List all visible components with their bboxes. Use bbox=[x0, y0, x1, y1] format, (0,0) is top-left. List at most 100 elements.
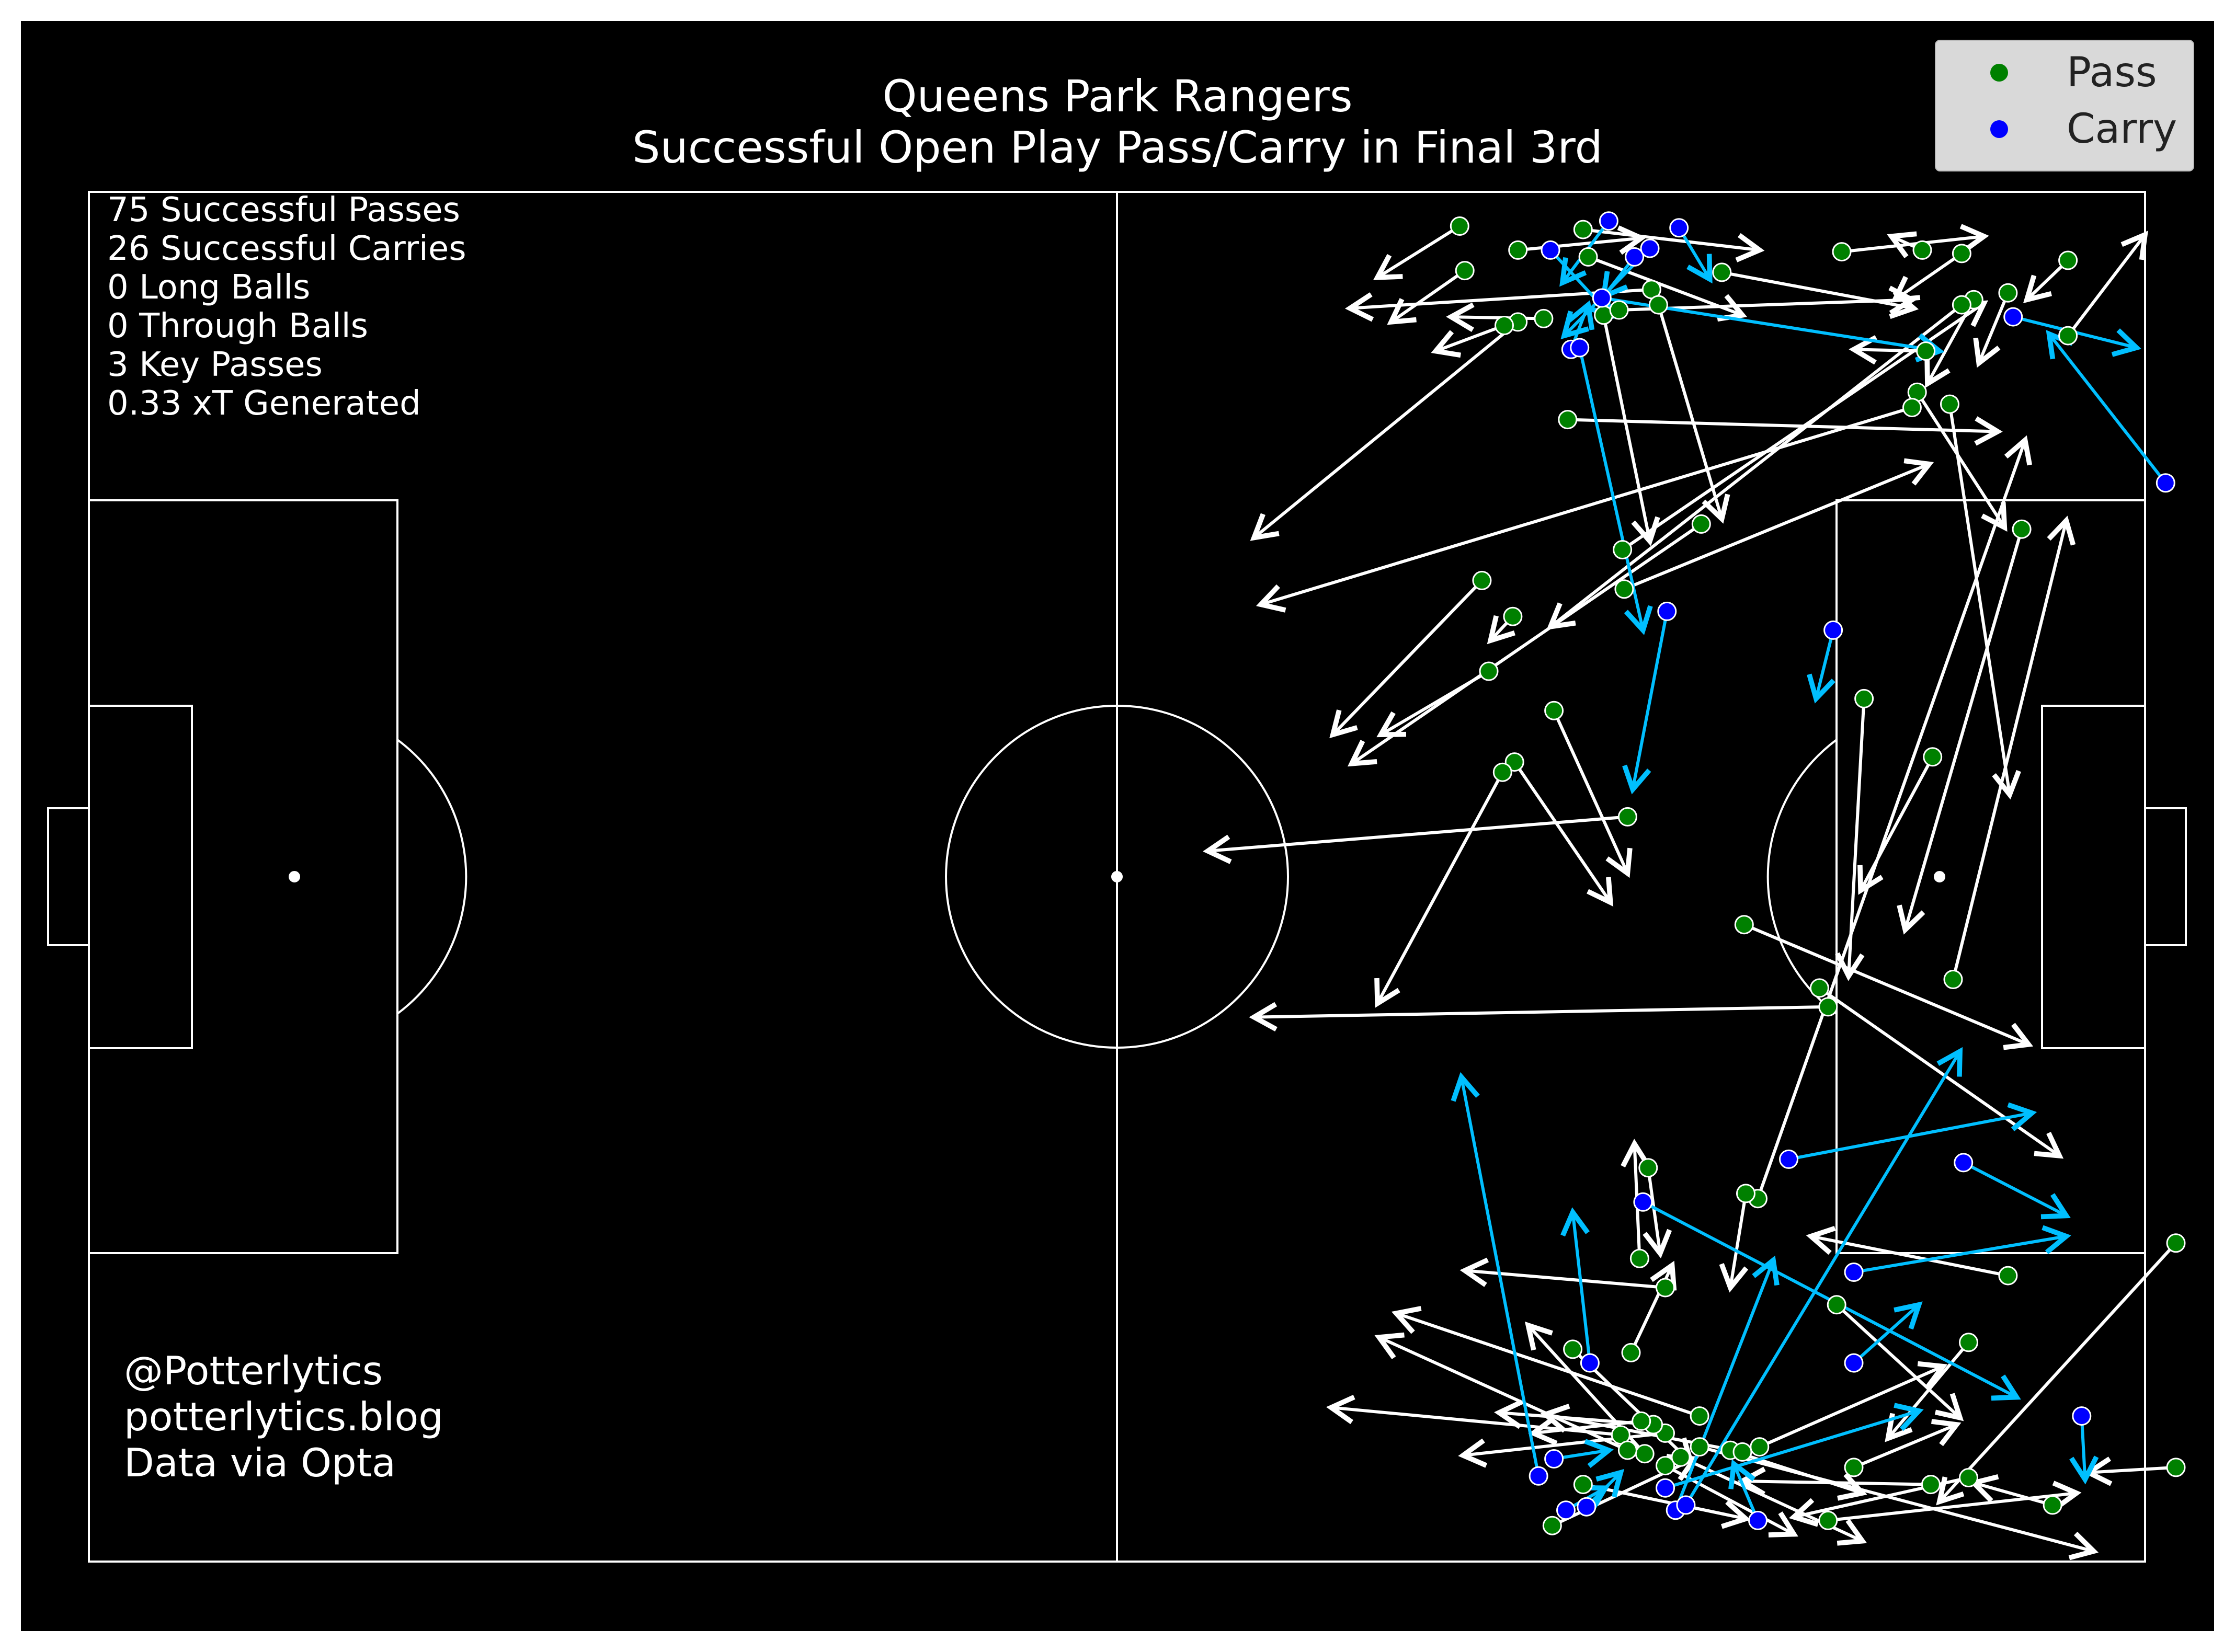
carry-point-5 bbox=[1592, 288, 1612, 308]
pass-point-25 bbox=[1691, 514, 1711, 534]
pass-point-37 bbox=[1492, 762, 1512, 782]
pass-arrow-44 bbox=[1936, 1242, 2177, 1506]
pass-point-50 bbox=[1621, 1343, 1641, 1362]
pass-point-52 bbox=[1959, 1333, 1978, 1352]
pass-point-7 bbox=[2058, 326, 2078, 346]
carry-point-8 bbox=[2003, 307, 2023, 327]
carry-point-18 bbox=[1529, 1466, 1548, 1486]
pass-point-35 bbox=[1617, 807, 1637, 827]
pass-arrow-70 bbox=[1968, 1474, 2053, 1507]
pass-arrow-39 bbox=[1329, 579, 1484, 739]
carry-arrow-11 bbox=[1807, 629, 1835, 704]
pass-arrow-72 bbox=[1828, 1481, 2082, 1522]
pass-point-16 bbox=[1952, 295, 1971, 315]
carry-point-7 bbox=[1570, 338, 1590, 358]
carry-point-20 bbox=[1556, 1500, 1576, 1520]
carry-arrow-16 bbox=[1853, 1301, 1923, 1364]
credit-handle: @Potterlytics bbox=[124, 1348, 383, 1394]
pass-point-10 bbox=[1832, 242, 1852, 262]
pass-point-30 bbox=[1923, 747, 1943, 767]
pass-arrow-14 bbox=[1915, 391, 2008, 532]
pass-point-71 bbox=[2166, 1458, 2186, 1477]
chart-title: Queens Park Rangers bbox=[882, 71, 1353, 122]
pass-arrow-29 bbox=[1952, 515, 2076, 980]
carry-point-26 bbox=[1656, 1478, 1675, 1498]
pass-arrow-16 bbox=[1546, 303, 1963, 630]
dot-layer bbox=[1450, 211, 2186, 1535]
carry-arrow-15 bbox=[1853, 1225, 2071, 1274]
pass-arrow-18 bbox=[1431, 324, 1505, 358]
pass-arrow-34 bbox=[1376, 670, 1490, 738]
pass-point-59 bbox=[1617, 1440, 1637, 1460]
pass-point-32 bbox=[1854, 689, 1874, 708]
pass-point-5 bbox=[1952, 244, 1971, 263]
pass-arrow-46 bbox=[1835, 1303, 1964, 1421]
pass-arrow-68 bbox=[1737, 1466, 1931, 1496]
pass-arrow-7 bbox=[2067, 231, 2148, 337]
pass-point-45 bbox=[1998, 1266, 2018, 1286]
carry-arrow-7 bbox=[1578, 347, 1653, 635]
pass-point-60 bbox=[1563, 1339, 1583, 1359]
pass-point-38 bbox=[1544, 701, 1564, 720]
stat-through-balls: 0 Through Balls bbox=[107, 307, 368, 346]
pass-arrow-1 bbox=[1518, 225, 1647, 255]
legend-label-pass: Pass bbox=[2067, 49, 2157, 96]
chart-subtitle: Successful Open Play Pass/Carry in Final… bbox=[632, 122, 1603, 173]
pass-arrow-65 bbox=[1540, 1404, 1743, 1454]
pass-arrow-52 bbox=[1885, 1341, 1970, 1442]
carry-point-10 bbox=[1657, 601, 1677, 621]
pass-arrow-63 bbox=[1699, 1445, 2099, 1561]
carry-point-19 bbox=[1544, 1449, 1564, 1469]
carry-arrow-18 bbox=[1451, 1072, 1541, 1476]
pass-arrow-28 bbox=[1897, 529, 2023, 935]
pass-arrow-11 bbox=[1973, 292, 2010, 368]
pass-arrow-66 bbox=[1759, 1361, 1948, 1449]
stat-long-balls: 0 Long Balls bbox=[107, 268, 311, 307]
pass-point-28 bbox=[2012, 519, 2032, 539]
carry-point-1 bbox=[1599, 211, 1618, 231]
pass-point-11 bbox=[1998, 283, 2018, 303]
left-penalty-arc bbox=[396, 739, 467, 1015]
pass-point-72 bbox=[1818, 1510, 1838, 1530]
pass-arrow-36 bbox=[1513, 761, 1614, 907]
pass-arrow-49 bbox=[1643, 1167, 1672, 1259]
left-goal bbox=[47, 807, 90, 946]
legend-marker-carry bbox=[1990, 120, 2008, 138]
pass-arrow-57 bbox=[1326, 1394, 1621, 1437]
pass-arrow-24 bbox=[1588, 255, 1748, 322]
pass-arrow-67 bbox=[1853, 1419, 1962, 1469]
pass-point-46 bbox=[1827, 1295, 1846, 1315]
credit-source: Data via Opta bbox=[124, 1440, 396, 1486]
pass-arrow-31 bbox=[1948, 404, 2021, 800]
pass-arrow-15 bbox=[1256, 406, 1913, 613]
pass-arrow-53 bbox=[1391, 1306, 1701, 1418]
pass-point-4 bbox=[1455, 261, 1475, 281]
pass-arrow-22 bbox=[1657, 304, 1730, 524]
pass-arrow-20 bbox=[1602, 315, 1660, 546]
carry-arrow-26 bbox=[1664, 1403, 1924, 1490]
pass-point-19 bbox=[1534, 308, 1554, 328]
carry-point-16 bbox=[1844, 1353, 1864, 1373]
legend: Pass Carry bbox=[1935, 40, 2194, 171]
pass-point-18 bbox=[1495, 316, 1514, 335]
carry-arrow-9 bbox=[2046, 330, 2167, 484]
pass-arrow-51 bbox=[1719, 1193, 1749, 1293]
pass-point-0 bbox=[1450, 216, 1469, 236]
pass-point-15 bbox=[1902, 398, 1922, 418]
stat-xt: 0.33 xT Generated bbox=[107, 384, 421, 423]
pass-point-56 bbox=[1632, 1411, 1651, 1431]
pass-point-31 bbox=[1940, 394, 1959, 414]
pass-arrow-19 bbox=[1446, 302, 1544, 332]
pass-point-29 bbox=[1943, 970, 1963, 989]
pass-arrow-71 bbox=[2083, 1456, 2176, 1486]
pass-arrow-45 bbox=[1806, 1225, 2009, 1278]
pass-point-22 bbox=[1648, 295, 1668, 315]
pass-arrow-47 bbox=[1459, 1257, 1666, 1289]
carry-point-17 bbox=[1580, 1353, 1600, 1373]
pass-point-48 bbox=[1629, 1248, 1649, 1268]
pass-point-53 bbox=[1690, 1406, 1709, 1426]
pass-arrow-0 bbox=[1373, 224, 1461, 280]
pass-point-47 bbox=[1656, 1278, 1675, 1298]
pass-point-66 bbox=[1750, 1437, 1770, 1457]
left-six-yard-box bbox=[88, 705, 193, 1049]
